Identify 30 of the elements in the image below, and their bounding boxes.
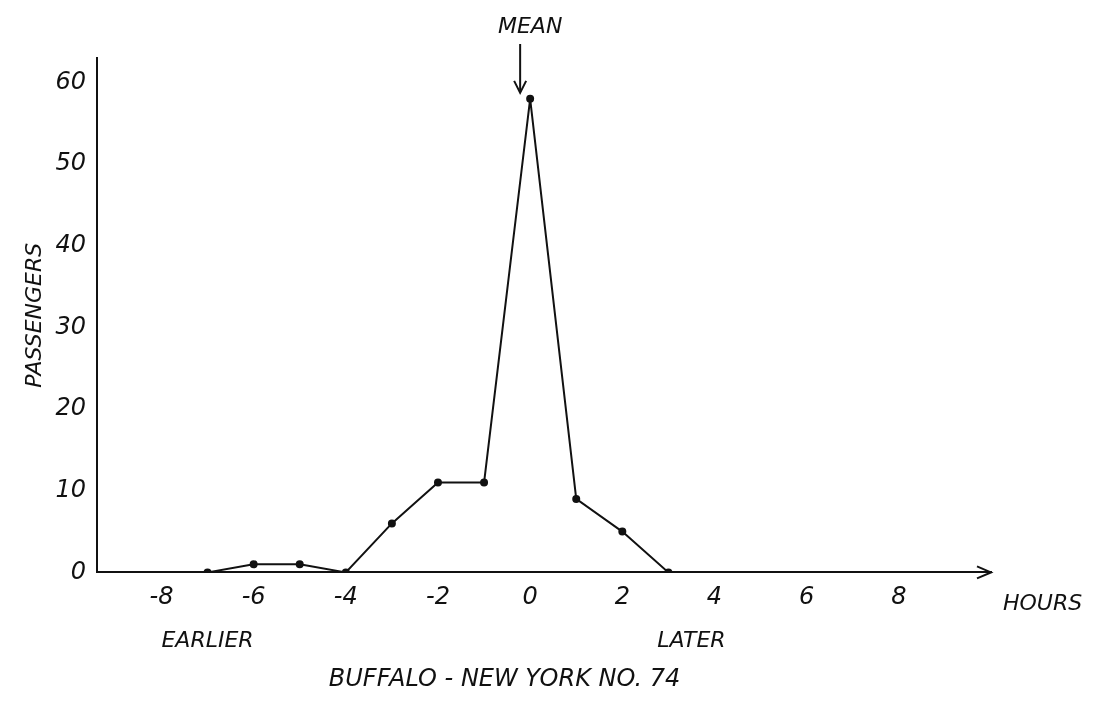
point bbox=[526, 94, 535, 103]
y-tick-label: 10 bbox=[55, 474, 86, 503]
x-tick-label: 6 bbox=[799, 582, 815, 611]
text: EARLIER bbox=[161, 627, 254, 653]
y-tick-label: 60 bbox=[55, 66, 86, 95]
x-tick-label: 8 bbox=[891, 582, 907, 611]
text: LATER bbox=[657, 627, 726, 653]
x-tick-label: -8 bbox=[149, 582, 174, 611]
point bbox=[618, 527, 627, 536]
x-tick-label: 4 bbox=[706, 582, 723, 611]
y-tick-label: 50 bbox=[55, 148, 86, 177]
x-tick-label: -4 bbox=[333, 582, 358, 611]
y-tick-label: 30 bbox=[55, 311, 86, 340]
point bbox=[480, 478, 489, 487]
x-axis-title: HOURS bbox=[1003, 590, 1083, 616]
y-axis-title: PASSENGERS bbox=[20, 242, 46, 388]
point bbox=[249, 560, 258, 569]
point bbox=[572, 494, 581, 503]
y-tick-label: 40 bbox=[55, 230, 86, 259]
point bbox=[433, 478, 442, 487]
annotation: MEAN bbox=[497, 12, 563, 38]
x-tick-label: -2 bbox=[426, 582, 450, 611]
point bbox=[295, 560, 304, 569]
point bbox=[387, 519, 396, 528]
x-tick-label: 2 bbox=[614, 582, 630, 611]
y-tick-label: 20 bbox=[55, 393, 86, 422]
x-tick-label: -6 bbox=[241, 582, 266, 611]
x-tick-label: 0 bbox=[522, 582, 538, 611]
y-tick-label: 0 bbox=[70, 556, 86, 585]
text: BUFFALO - NEW YORK NO. 74 bbox=[328, 663, 681, 692]
